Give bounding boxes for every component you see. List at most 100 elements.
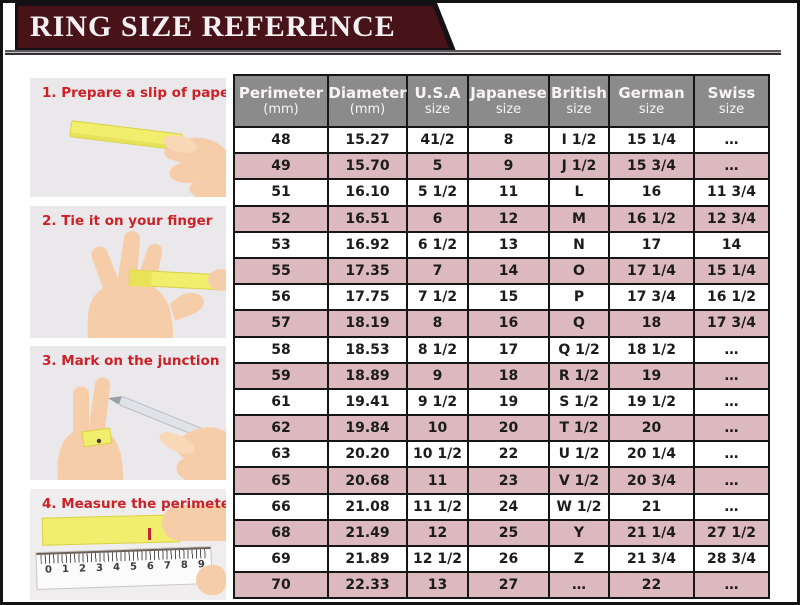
table-cell: 62	[235, 416, 327, 441]
table-cell: 8	[408, 311, 467, 336]
table-cell: Z	[550, 547, 608, 572]
table-cell: 10 1/2	[408, 442, 467, 467]
table-cell: 13	[408, 573, 467, 598]
table-cell: 12	[408, 520, 467, 545]
table-cell: 15 1/4	[695, 258, 768, 284]
table-cell: O	[550, 258, 608, 284]
table-cell: 18.53	[329, 337, 406, 362]
page-title: RING SIZE REFERENCE	[30, 10, 396, 43]
table-cell: P	[550, 285, 608, 310]
table-cell: …	[695, 389, 768, 415]
table-cell: 11 3/4	[695, 180, 768, 205]
table-cell: 65	[235, 468, 327, 493]
table-cell: 19.41	[329, 389, 406, 415]
table-cell: N	[550, 232, 608, 257]
table-cell: …	[695, 416, 768, 441]
step-2-label: 2. Tie it on your finger	[42, 213, 213, 229]
table-cell: 8	[469, 128, 548, 153]
table-cell: 24	[469, 494, 548, 519]
header-line2: size	[718, 102, 745, 118]
table-cell: …	[695, 468, 768, 493]
yellow-paper-strip	[41, 514, 181, 546]
step-3-photo-pen-marking-icon	[57, 377, 226, 480]
ruler-number: 4	[112, 562, 121, 574]
step-panel-3: 3. Mark on the junction	[30, 346, 226, 480]
table-cell: 20	[469, 416, 548, 441]
ruler-number: 3	[95, 562, 104, 574]
table-cell: 12	[469, 206, 548, 231]
table-cell: 26	[469, 547, 548, 572]
header-line1: Diameter	[328, 83, 407, 102]
table-cell: …	[695, 154, 768, 179]
table-cell: V 1/2	[550, 468, 608, 493]
table-cell: 12 1/2	[408, 547, 467, 572]
table-cell: 11 1/2	[408, 494, 467, 519]
table-cell: 22.33	[329, 573, 406, 598]
thumb	[196, 565, 226, 595]
table-cell: 21.49	[329, 520, 406, 545]
pressing-finger	[162, 505, 226, 541]
header-line1: Swiss	[707, 83, 756, 102]
table-cell: 14	[469, 258, 548, 284]
table-cell: 66	[235, 494, 327, 519]
table-cell: 19	[469, 389, 548, 415]
table-cell: W 1/2	[550, 494, 608, 519]
header-line2: (mm)	[349, 102, 386, 118]
table-cell: 11	[469, 180, 548, 205]
header-line1: Perimeter	[238, 83, 324, 102]
table-cell: 5	[408, 154, 467, 179]
table-cell: 16.10	[329, 180, 406, 205]
table-cell: Y	[550, 520, 608, 545]
table-cell: …	[695, 363, 768, 388]
table-cell: 21 3/4	[610, 547, 693, 572]
table-cell: M	[550, 206, 608, 231]
ruler-number: 6	[146, 560, 155, 573]
table-cell: 18 1/2	[610, 337, 693, 362]
table-cell: 21	[610, 494, 693, 519]
table-cell: 49	[235, 154, 327, 179]
table-cell: 15 3/4	[610, 154, 693, 179]
table-cell: 20.68	[329, 468, 406, 493]
table-cell: …	[695, 337, 768, 362]
table-cell: 16.92	[329, 232, 406, 257]
table-cell: 6	[408, 206, 467, 231]
table-cell: 17	[469, 337, 548, 362]
table-cell: 17.35	[329, 258, 406, 284]
table-cell: 18.19	[329, 311, 406, 336]
table-cell: 57	[235, 311, 327, 336]
table-header-cell: Japanese size	[469, 76, 548, 126]
banner: RING SIZE REFERENCE	[14, 3, 460, 51]
table-cell: 15.70	[329, 154, 406, 179]
table-cell: 22	[469, 442, 548, 467]
step-2-photo-paper-around-finger-icon	[87, 230, 226, 338]
header-line2: size	[424, 102, 451, 118]
table-cell: …	[695, 128, 768, 153]
table-cell: 20 1/4	[610, 442, 693, 467]
table-cell: 18	[469, 363, 548, 388]
table-header-cell: British size	[550, 76, 608, 126]
pen-mark	[148, 528, 151, 540]
table-cell: L	[550, 180, 608, 205]
table-cell: 58	[235, 337, 327, 362]
table-cell: 52	[235, 206, 327, 231]
table-cell: 28 3/4	[695, 547, 768, 572]
header-line2: (mm)	[263, 102, 299, 118]
table-header-cell: Swiss size	[695, 76, 768, 126]
table-cell: S 1/2	[550, 389, 608, 415]
header-line1: U.S.A	[414, 83, 461, 102]
table-cell: 69	[235, 547, 327, 572]
table-cell: 17	[610, 232, 693, 257]
ruler-number: 5	[129, 561, 138, 573]
table-cell: 10	[408, 416, 467, 441]
table-cell: 19 1/2	[610, 389, 693, 415]
header-line1: British	[551, 83, 607, 102]
step-panel-2: 2. Tie it on your finger	[30, 206, 226, 338]
table-cell: …	[695, 494, 768, 519]
table-cell: 20	[610, 416, 693, 441]
table-header-cell: U.S.A size	[408, 76, 467, 126]
table-cell: 41/2	[408, 128, 467, 153]
table-cell: 18	[610, 311, 693, 336]
